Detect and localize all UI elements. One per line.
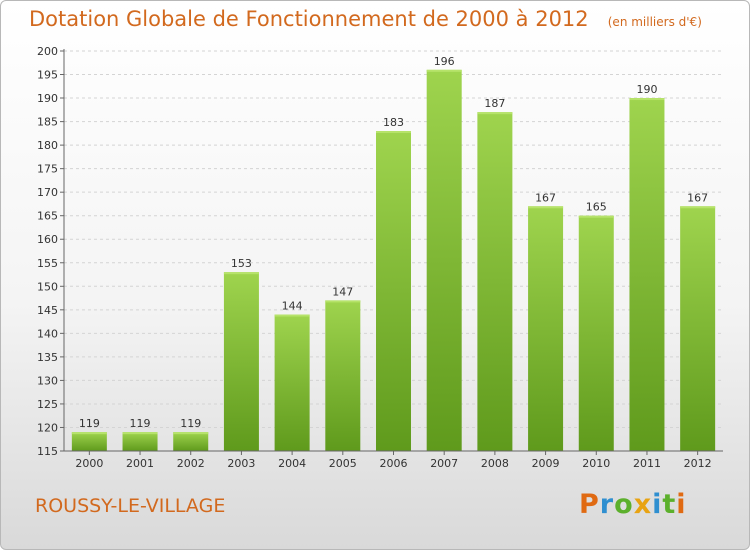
bar-highlight [223,272,259,275]
bar-value-label: 196 [434,55,455,68]
y-tick-label: 190 [37,92,58,105]
bar-highlight [325,300,361,303]
logo-letter: i [676,489,687,520]
bar-highlight [173,432,209,435]
x-tick-label: 2005 [329,457,357,470]
x-tick-label: 2001 [126,457,154,470]
y-tick-label: 155 [37,257,58,270]
bar [578,215,614,451]
y-tick-label: 115 [37,445,58,458]
y-tick-label: 195 [37,69,58,82]
bar-highlight [122,432,158,435]
x-tick-label: 2008 [481,457,509,470]
bar [223,272,259,451]
y-tick-label: 125 [37,398,58,411]
bar-highlight [274,314,310,317]
x-tick-label: 2011 [633,457,661,470]
place-name: ROUSSY-LE-VILLAGE [35,495,226,517]
bar [122,432,158,451]
bar-value-label: 167 [535,191,556,204]
y-tick-label: 150 [37,280,58,293]
x-tick-label: 2000 [75,457,103,470]
bar [274,314,310,451]
y-tick-label: 165 [37,210,58,223]
bar-highlight [528,206,564,209]
x-tick-label: 2012 [684,457,712,470]
bar-value-label: 183 [383,116,404,129]
chart-title: Dotation Globale de Fonctionnement de 20… [29,7,589,31]
y-tick-label: 135 [37,351,58,364]
bar [477,112,513,452]
bars [71,69,716,452]
x-tick-label: 2009 [532,457,560,470]
y-tick-label: 175 [37,163,58,176]
bar [376,131,411,451]
x-tick-label: 2006 [380,457,408,470]
logo-letter: x [633,489,653,520]
bar-highlight [71,432,107,435]
bar-value-label: 119 [130,417,151,430]
y-tick-label: 130 [37,374,58,387]
y-tick-label: 145 [37,304,58,317]
logo-letter: P [579,489,600,520]
bar-value-label: 153 [231,257,252,270]
y-tick-label: 140 [37,327,58,340]
y-tick-label: 170 [37,186,58,199]
bar-value-label: 147 [332,285,353,298]
bar-highlight [477,112,513,115]
bar-highlight [376,131,411,133]
x-tick-label: 2007 [430,457,458,470]
bar-highlight [629,98,665,101]
y-tick-label: 185 [37,116,58,129]
bar-highlight [680,206,716,209]
logo-letter: r [599,489,615,520]
y-tick-label: 180 [37,139,58,152]
title-row: Dotation Globale de Fonctionnement de 20… [29,7,702,31]
value-labels: 119 119 119 153 144 147 183 196 187 167 165 190 167 [79,55,708,430]
bar [426,69,462,451]
proxiti-logo: Proxiti [579,489,687,520]
bar-highlight [426,69,462,72]
logo-letter: i [652,489,663,520]
x-tick-label: 2004 [278,457,306,470]
bar-value-label: 119 [79,417,100,430]
logo-letter: t [662,489,677,520]
bar-value-label: 119 [180,417,201,430]
x-tick-label: 2002 [177,457,205,470]
bar [680,206,716,451]
y-tick-label: 120 [37,421,58,434]
x-tick-label: 2010 [582,457,610,470]
bar [173,432,209,451]
bar [71,432,107,451]
bar-value-label: 144 [282,300,303,313]
bar-value-label: 190 [636,83,657,96]
x-tick-label: 2003 [227,457,255,470]
bar-value-label: 165 [586,201,607,214]
bar-value-label: 167 [687,191,708,204]
bar-highlight [578,215,614,218]
bar-value-label: 187 [484,97,505,110]
y-tick-label: 200 [37,45,58,58]
bar [528,206,564,451]
grid-lines [64,50,723,452]
axes: 115 120 125 130 135 140 145 150 155 160 165 170 175 1… [37,45,723,470]
bar [325,300,361,451]
bar [629,98,665,451]
y-tick-label: 160 [37,233,58,246]
logo-letter: o [614,489,634,520]
chart-subtitle: (en milliers d'€) [607,15,702,29]
